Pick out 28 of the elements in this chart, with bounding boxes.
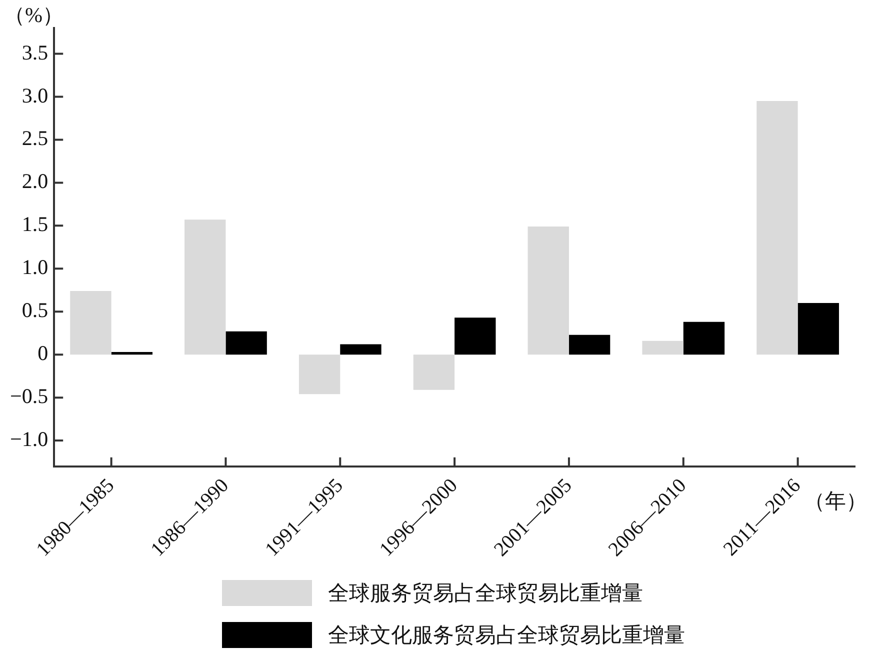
bar <box>528 226 569 355</box>
y-tick-label: 2.5 <box>22 126 48 150</box>
bar <box>70 290 112 355</box>
y-tick-label: 2.0 <box>22 169 48 194</box>
y-tick-label: −1.0 <box>10 427 48 452</box>
bar <box>340 344 382 355</box>
y-tick-label: 3.5 <box>22 40 48 64</box>
y-tick-label: 0 <box>38 341 48 366</box>
bar <box>298 354 340 394</box>
y-tick-label: 0.5 <box>22 298 48 322</box>
y-tick-label: −0.5 <box>10 384 48 408</box>
bar <box>683 322 725 355</box>
bar <box>568 334 610 355</box>
bar <box>111 352 152 355</box>
legend-label: 全球文化服务贸易占全球贸易比重增量 <box>328 622 685 649</box>
bar <box>642 340 684 355</box>
legend-label: 全球服务贸易占全球贸易比重增量 <box>328 580 643 607</box>
bar <box>413 354 455 390</box>
y-tick-label: 1.0 <box>22 255 48 280</box>
bar <box>798 303 839 355</box>
y-tick-label: 1.5 <box>22 212 48 236</box>
bar <box>184 220 226 355</box>
bar <box>454 318 496 355</box>
x-axis-title: （年） <box>804 488 867 513</box>
bar <box>756 101 798 355</box>
y-axis-title: （%） <box>4 3 64 28</box>
y-tick-label: 3.0 <box>22 83 48 108</box>
bar <box>226 331 267 355</box>
